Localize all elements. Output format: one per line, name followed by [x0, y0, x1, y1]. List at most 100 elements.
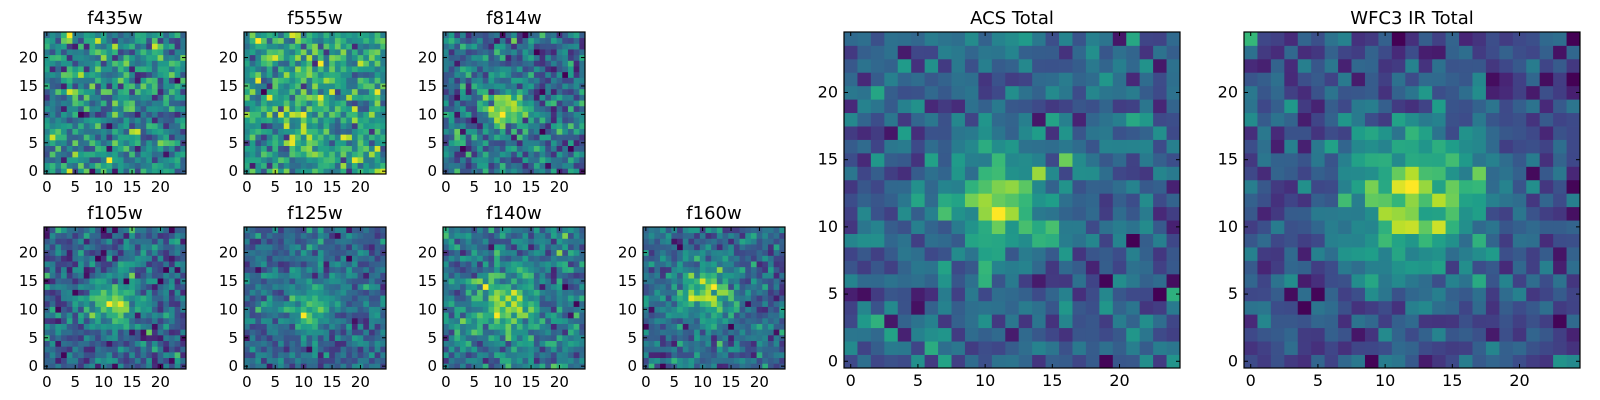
pixel — [140, 71, 147, 78]
pixel — [100, 139, 107, 146]
pixel — [516, 37, 523, 44]
pixel — [255, 156, 262, 164]
pixel — [562, 272, 569, 279]
pixel — [733, 232, 740, 239]
pixel — [448, 122, 455, 129]
pixel — [44, 105, 51, 112]
pixel — [368, 168, 376, 175]
pixel — [66, 357, 73, 364]
pixel — [528, 117, 535, 124]
pixel — [329, 278, 336, 285]
pixel — [151, 289, 158, 296]
pixel — [168, 32, 176, 39]
pixel — [733, 306, 740, 313]
pixel — [1112, 327, 1127, 342]
pixel — [180, 289, 187, 296]
pixel — [163, 117, 170, 124]
pixel — [129, 312, 136, 319]
pixel — [112, 306, 119, 313]
pixel — [266, 346, 273, 353]
pixel — [550, 111, 557, 118]
pixel — [357, 49, 364, 56]
pixel — [499, 88, 506, 95]
pixel — [72, 329, 79, 336]
pixel — [329, 162, 336, 169]
pixel — [545, 105, 552, 112]
pixel — [129, 66, 136, 73]
pixel — [533, 94, 540, 101]
pixel — [312, 94, 319, 101]
pixel — [745, 346, 752, 353]
pixel — [123, 272, 130, 279]
pixel — [562, 71, 569, 78]
pixel — [283, 227, 290, 234]
pixel — [511, 278, 518, 285]
pixel — [539, 295, 546, 302]
pixel — [334, 111, 341, 118]
pixel — [312, 278, 319, 285]
pixel — [448, 151, 455, 158]
pixel — [1032, 152, 1046, 167]
pixel — [745, 238, 752, 245]
pixel — [329, 43, 336, 50]
pixel — [539, 346, 546, 353]
pixel — [579, 312, 586, 319]
pixel — [174, 60, 181, 67]
pixel — [567, 162, 575, 169]
pixel — [55, 71, 62, 78]
pixel — [295, 128, 302, 135]
pixel — [157, 128, 164, 135]
pixel — [505, 105, 512, 112]
pixel — [174, 317, 181, 324]
pixel — [728, 346, 735, 353]
pixel — [363, 66, 370, 73]
pixel — [351, 306, 358, 313]
pixel — [694, 238, 701, 245]
pixel — [482, 232, 489, 239]
pixel — [522, 289, 529, 296]
pixel — [654, 261, 661, 268]
pixel — [562, 329, 569, 336]
pixel — [174, 300, 181, 307]
pixel — [346, 156, 353, 164]
pixel — [460, 232, 467, 239]
pixel — [471, 156, 478, 164]
pixel — [477, 232, 484, 239]
pixel — [95, 122, 102, 129]
pixel — [573, 111, 580, 118]
pixel — [306, 134, 313, 141]
pixel — [643, 357, 650, 364]
pixel — [300, 134, 307, 141]
pixel — [368, 261, 376, 268]
pixel — [317, 54, 324, 61]
pixel — [351, 266, 358, 273]
pixel — [49, 283, 56, 290]
pixel — [688, 334, 695, 341]
pixel — [380, 162, 387, 169]
pixel — [117, 122, 124, 129]
pixel — [283, 272, 290, 279]
pixel — [533, 134, 540, 141]
pixel — [573, 43, 580, 50]
pixel — [488, 357, 495, 364]
pixel — [1099, 341, 1114, 355]
pixel — [340, 306, 347, 313]
pixel — [573, 117, 580, 124]
pixel — [295, 323, 302, 330]
pixel — [694, 363, 701, 370]
pixel — [272, 128, 279, 135]
pixel — [340, 122, 347, 129]
pixel — [857, 300, 872, 315]
pixel — [499, 272, 506, 279]
pixel — [460, 71, 467, 78]
pixel — [289, 323, 296, 330]
pixel — [66, 156, 73, 164]
pixel — [55, 249, 62, 256]
pixel — [1045, 166, 1060, 181]
pixel — [95, 346, 102, 353]
pixel — [295, 100, 302, 107]
pixel — [694, 351, 701, 359]
pixel — [374, 43, 381, 50]
pixel — [106, 162, 113, 169]
pixel — [762, 363, 769, 370]
